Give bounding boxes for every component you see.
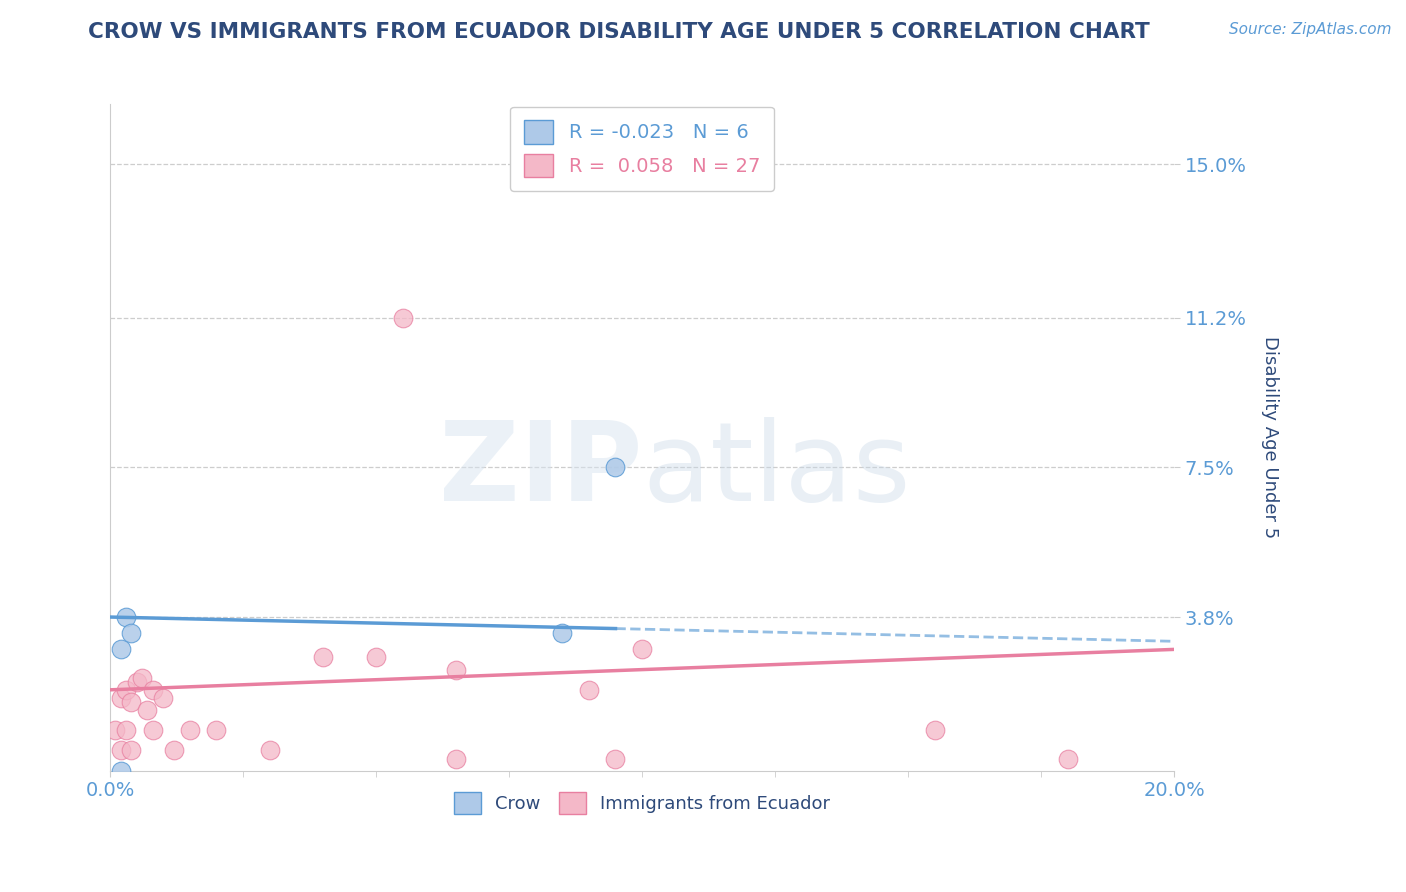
Point [259,743,281,757]
Point [142,682,165,697]
Point [605,751,627,765]
Point [924,723,946,738]
Text: CROW VS IMMIGRANTS FROM ECUADOR DISABILITY AGE UNDER 5 CORRELATION CHART: CROW VS IMMIGRANTS FROM ECUADOR DISABILI… [87,22,1150,42]
Point [551,626,574,640]
Point [578,682,600,697]
Point [120,743,142,757]
Point [110,642,132,657]
Point [631,642,654,657]
Point [110,690,132,705]
Text: atlas: atlas [643,417,911,524]
Point [152,690,174,705]
Point [115,682,138,697]
Point [391,310,413,325]
Point [120,626,142,640]
Point [205,723,228,738]
Y-axis label: Disability Age Under 5: Disability Age Under 5 [1261,336,1278,538]
Legend: Crow, Immigrants from Ecuador: Crow, Immigrants from Ecuador [447,785,838,822]
Point [179,723,201,738]
Text: ZIP: ZIP [439,417,643,524]
Point [142,723,165,738]
Point [444,751,467,765]
Point [110,764,132,778]
Point [115,610,138,624]
Point [115,723,138,738]
Point [312,650,335,665]
Point [444,663,467,677]
Point [163,743,186,757]
Point [125,674,148,689]
Point [131,671,153,685]
Text: Source: ZipAtlas.com: Source: ZipAtlas.com [1229,22,1392,37]
Point [605,460,627,475]
Point [104,723,127,738]
Point [1056,751,1078,765]
Point [110,743,132,757]
Point [120,695,142,709]
Point [136,703,159,717]
Point [364,650,387,665]
